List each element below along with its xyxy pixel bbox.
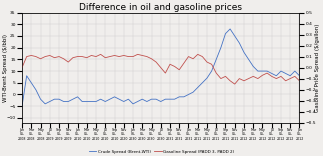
Legend: Crude Spread (Brent-WTI), Gasoline Spread (PADD 3- PADD 2): Crude Spread (Brent-WTI), Gasoline Sprea…	[87, 148, 236, 156]
Crude Spread (Brent-WTI)	[265, 70, 269, 72]
Title: Difference in oil and gasoline prices: Difference in oil and gasoline prices	[79, 3, 242, 12]
Gasoline Spread (PADD 3- PADD 2)	[122, 55, 126, 56]
Line: Gasoline Spread (PADD 3- PADD 2): Gasoline Spread (PADD 3- PADD 2)	[22, 54, 299, 84]
Crude Spread (Brent-WTI)	[20, 105, 24, 107]
Line: Crude Spread (Brent-WTI): Crude Spread (Brent-WTI)	[22, 29, 299, 106]
Gasoline Spread (PADD 3- PADD 2)	[20, 67, 24, 68]
Gasoline Spread (PADD 3- PADD 2)	[233, 83, 237, 85]
Gasoline Spread (PADD 3- PADD 2)	[85, 57, 89, 59]
Crude Spread (Brent-WTI)	[76, 96, 79, 98]
Gasoline Spread (PADD 3- PADD 2)	[191, 58, 195, 60]
Crude Spread (Brent-WTI)	[85, 101, 89, 102]
Y-axis label: Gasoline Price Spread ($/gallon): Gasoline Price Spread ($/gallon)	[315, 23, 320, 112]
Gasoline Spread (PADD 3- PADD 2)	[76, 56, 79, 58]
Crude Spread (Brent-WTI)	[228, 28, 232, 30]
Crude Spread (Brent-WTI)	[187, 94, 191, 95]
Gasoline Spread (PADD 3- PADD 2)	[99, 54, 103, 55]
Y-axis label: WTI-Brent Spread ($/bbl): WTI-Brent Spread ($/bbl)	[3, 34, 8, 102]
Gasoline Spread (PADD 3- PADD 2)	[173, 66, 177, 67]
Crude Spread (Brent-WTI)	[297, 75, 301, 77]
Crude Spread (Brent-WTI)	[168, 98, 172, 100]
Crude Spread (Brent-WTI)	[117, 98, 121, 100]
Gasoline Spread (PADD 3- PADD 2)	[270, 76, 274, 77]
Gasoline Spread (PADD 3- PADD 2)	[297, 80, 301, 82]
